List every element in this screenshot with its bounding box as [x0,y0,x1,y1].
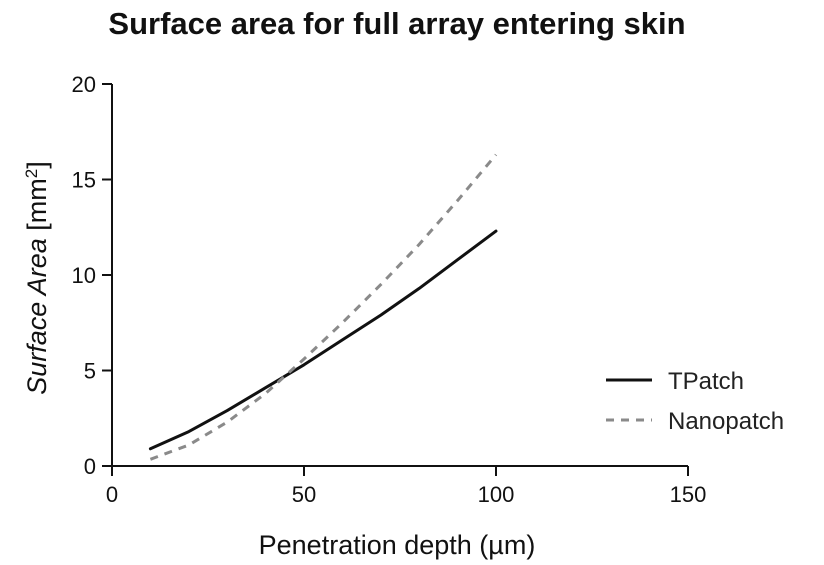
x-axis-label: Penetration depth (µm) [259,530,536,560]
series-line-tpatch [148,229,498,451]
chart-title: Surface area for full array entering ski… [108,6,685,41]
x-tick-label: 50 [292,482,316,507]
series-layer [148,153,498,461]
y-axis-label-sup: 2 [22,169,41,178]
y-axis-label-unit-close: ] [22,161,52,169]
legend: TPatch Nanopatch [606,368,784,435]
y-axis-label-main: Surface Area [22,238,52,395]
y-tick-label: 10 [72,263,96,288]
x-tick-label: 0 [106,482,118,507]
x-tick-label: 150 [670,482,707,507]
ticks: 0 50 100 150 0 5 10 15 20 [72,72,707,507]
series-line-nanopatch [149,153,498,461]
axes [111,84,688,467]
legend-label-tpatch: TPatch [668,368,744,395]
y-tick-label: 15 [72,168,96,193]
x-tick-label: 100 [478,482,515,507]
y-tick-label: 20 [72,72,96,97]
legend-label-nanopatch: Nanopatch [668,408,784,435]
y-tick-label: 0 [84,454,96,479]
y-tick-label: 5 [84,359,96,384]
y-axis-label-unit: [mm [22,178,52,238]
y-axis-label: Surface Area [mm2] [22,161,53,395]
